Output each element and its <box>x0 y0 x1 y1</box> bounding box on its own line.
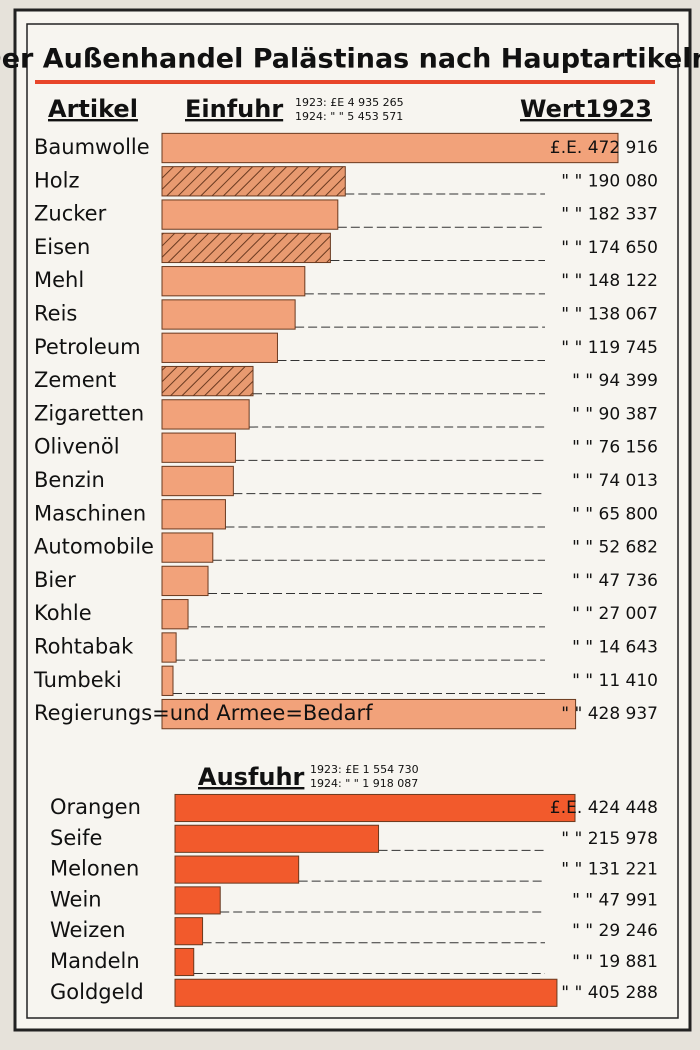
bar <box>161 532 214 563</box>
bar <box>174 855 300 884</box>
category-label: Eisen <box>34 235 90 259</box>
value-header: Wert1923 <box>520 95 652 123</box>
category-label: Mehl <box>34 268 84 292</box>
value-label: " " 52 682 <box>572 538 658 558</box>
value-label: " " 14 643 <box>572 638 658 658</box>
value-label: " " 29 246 <box>572 921 658 941</box>
value-label: " " 27 007 <box>572 604 658 624</box>
bar <box>161 632 177 663</box>
bar <box>161 365 254 397</box>
value-label: " " 405 288 <box>561 983 658 1003</box>
category-label: Bier <box>34 568 76 592</box>
bar <box>174 793 576 823</box>
category-label: Olivenöl <box>34 435 120 459</box>
category-label: Orangen <box>50 795 141 819</box>
title: Der Außenhandel Palästinas nach Hauptart… <box>0 44 700 75</box>
total-label: 1924: " " 1 918 087 <box>310 777 418 790</box>
total-label: 1924: " " 5 453 571 <box>295 110 403 123</box>
value-label: £.E. 472 916 <box>550 138 658 158</box>
value-label: " " 74 013 <box>572 471 658 491</box>
category-label: Goldgeld <box>50 980 144 1004</box>
category-header: Artikel <box>48 95 138 123</box>
value-label: " " 47 991 <box>572 890 658 910</box>
bar <box>161 399 250 430</box>
bar <box>174 824 380 853</box>
bar <box>161 166 346 197</box>
value-label: " " 215 978 <box>561 829 658 849</box>
bar <box>161 266 306 297</box>
bar <box>161 432 236 463</box>
frame <box>13 8 692 1032</box>
series-header: Einfuhr <box>185 95 283 123</box>
category-label: Melonen <box>50 857 139 881</box>
value-label: " " 11 410 <box>572 671 658 691</box>
value-label: " " 65 800 <box>572 504 658 524</box>
value-label: " " 174 650 <box>561 238 658 258</box>
value-label: " " 428 937 <box>561 704 658 724</box>
category-label: Rohtabak <box>34 635 134 659</box>
bar <box>161 665 174 696</box>
series-header: Ausfuhr <box>198 763 305 791</box>
category-label: Kohle <box>34 601 92 625</box>
category-label: Tumbeki <box>33 668 122 692</box>
value-label: £.E. 424 448 <box>550 798 658 818</box>
bar <box>161 698 577 730</box>
bar <box>174 947 195 977</box>
bar <box>161 332 278 363</box>
value-label: " " 182 337 <box>561 205 658 225</box>
category-label: Maschinen <box>34 501 146 525</box>
value-label: " " 19 881 <box>572 952 658 972</box>
bar <box>161 299 296 330</box>
value-label: " " 138 067 <box>561 305 658 325</box>
category-label: Zigaretten <box>34 401 144 425</box>
bar <box>174 886 221 915</box>
category-label: Weizen <box>50 918 126 942</box>
category-label: Seife <box>50 826 102 850</box>
inner-frame <box>26 23 679 1019</box>
bar <box>161 132 619 164</box>
category-label: Zucker <box>34 202 107 226</box>
category-label: Reis <box>34 302 77 326</box>
bar <box>161 232 331 264</box>
value-label: " " 131 221 <box>561 860 658 880</box>
category-label: Benzin <box>34 468 105 492</box>
value-label: " " 119 745 <box>561 338 658 358</box>
category-label: Regierungs=und Armee=Bedarf <box>34 701 373 725</box>
value-label: " " 90 387 <box>572 404 658 424</box>
value-label: " " 148 122 <box>561 271 658 291</box>
value-label: " " 190 080 <box>561 171 658 191</box>
bar <box>174 917 204 946</box>
bar <box>161 499 226 530</box>
category-label: Zement <box>34 368 116 392</box>
value-label: " " 94 399 <box>572 371 658 391</box>
category-label: Holz <box>34 168 80 192</box>
category-label: Baumwolle <box>34 135 150 159</box>
bar <box>161 565 209 597</box>
bar <box>161 599 189 630</box>
category-label: Automobile <box>34 535 154 559</box>
category-label: Mandeln <box>50 949 140 973</box>
bar <box>174 978 558 1007</box>
total-label: 1923: £E 4 935 265 <box>295 96 404 109</box>
total-label: 1923: £E 1 554 730 <box>310 763 419 776</box>
value-label: " " 76 156 <box>572 438 658 458</box>
category-label: Petroleum <box>34 335 141 359</box>
value-label: " " 47 736 <box>572 571 658 591</box>
bar <box>161 199 339 230</box>
bar <box>161 465 234 497</box>
category-label: Wein <box>50 887 102 911</box>
